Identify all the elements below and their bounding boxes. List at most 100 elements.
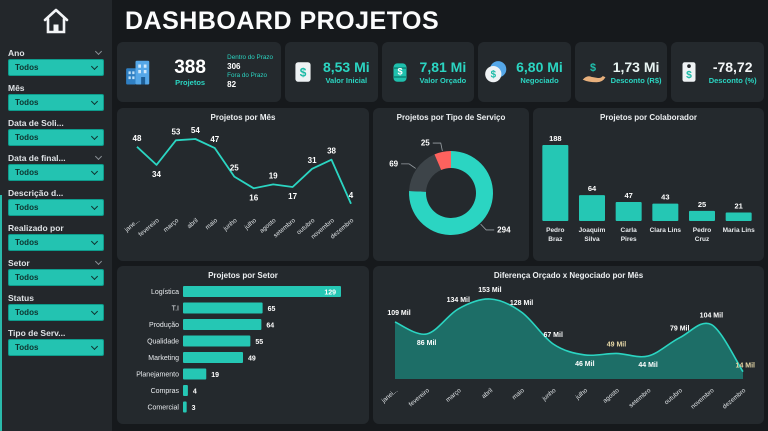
x-axis-label: Braz — [548, 236, 563, 243]
data-label: 134 Mil — [447, 297, 470, 304]
data-label: 54 — [191, 126, 200, 135]
filter-selected-value: Todos — [15, 203, 39, 212]
data-label: 188 — [549, 134, 562, 143]
buildings-icon — [123, 57, 153, 87]
kpi-card-projetos[interactable]: 388 Projetos Dentro do Prazo 306 Fora do… — [117, 42, 281, 102]
bar[interactable] — [183, 286, 341, 297]
chart-projetos-por-mes: Projetos por Mês 48 34 53 54 47 25 16 19 17 31 38 4… — [117, 108, 369, 261]
x-axis-label: junho — [221, 217, 238, 233]
area-series[interactable] — [395, 298, 743, 379]
data-label: 128 Mil — [510, 300, 533, 307]
filter-group: Ano Todos — [8, 46, 104, 76]
within-deadline-label: Dentro do Prazo — [227, 54, 273, 61]
filter-dropdown[interactable]: Todos — [8, 164, 104, 181]
x-axis-label: Carla — [621, 227, 638, 234]
bar[interactable] — [183, 385, 188, 396]
area-chart[interactable]: 109 Mil 86 Mil 134 Mil 153 Mil 128 Mil 67 Mil… — [377, 283, 757, 419]
filter-dropdown[interactable]: Todos — [8, 199, 104, 216]
bar[interactable] — [652, 203, 679, 221]
kpi-label: Desconto (%) — [708, 76, 757, 85]
data-label: 25 — [230, 164, 239, 173]
svg-text:$: $ — [397, 66, 402, 76]
filter-header: Ano — [8, 46, 104, 59]
bar[interactable] — [542, 145, 569, 221]
bar-chart[interactable]: Logística 129 T.I 65 Produção 64 Qualidade 55 Ma… — [121, 283, 365, 419]
bar[interactable] — [183, 335, 251, 347]
filter-dropdown[interactable]: Todos — [8, 59, 104, 76]
kpi-value: 8,53 Mi — [322, 59, 370, 75]
filter-dropdown[interactable]: Todos — [8, 339, 104, 356]
chevron-down-icon[interactable] — [94, 257, 103, 266]
bar[interactable] — [183, 352, 244, 363]
bar[interactable] — [725, 212, 752, 221]
data-label: 129 — [324, 290, 336, 297]
home-button[interactable] — [8, 0, 104, 46]
chart-title: Projetos por Setor — [208, 271, 278, 280]
x-axis-label: fevereiro — [408, 387, 432, 408]
bar[interactable] — [615, 202, 642, 221]
filter-dropdown[interactable]: Todos — [8, 304, 104, 321]
kpi-card[interactable]: $ 8,53 Mi Valor Inicial — [285, 42, 378, 102]
bar[interactable] — [689, 210, 715, 221]
chart-diferenca-orcado-negociado: Diferença Orçado x Negociado por Mês 109… — [373, 266, 764, 424]
bar[interactable] — [183, 368, 207, 380]
filter-label: Data de final... — [8, 152, 66, 163]
x-axis-label: agosto — [602, 387, 621, 405]
bar[interactable] — [183, 319, 262, 330]
filter-label: Mês — [8, 82, 25, 93]
data-label: 65 — [268, 306, 276, 313]
data-label: 48 — [133, 134, 142, 143]
leader-line — [480, 223, 495, 231]
kpi-card[interactable]: $ 1,73 Mi Desconto (R$) — [574, 42, 668, 102]
column-chart[interactable]: 188 Pedro Braz 64 Joaquim Silva 47 Carla Pires 43… — [537, 125, 757, 257]
data-label: 294 — [497, 225, 511, 234]
money-note-icon: $ — [290, 59, 316, 85]
bar[interactable] — [183, 302, 263, 314]
page-title: DASHBOARD PROJETOS — [125, 6, 440, 35]
filter-header: Realizado por — [8, 221, 104, 234]
chevron-down-icon[interactable] — [94, 47, 103, 56]
filter-group: Tipo de Serv... Todos — [8, 326, 104, 356]
filter-label: Setor — [8, 257, 30, 268]
filter-sidebar: Ano Todos Mês Todos Data de Soli... — [0, 0, 112, 431]
chevron-down-icon — [90, 342, 99, 351]
filter-dropdown[interactable]: Todos — [8, 234, 104, 251]
filter-dropdown[interactable]: Todos — [8, 269, 104, 286]
svg-text:$: $ — [687, 70, 693, 81]
data-label: 47 — [624, 191, 632, 200]
bar[interactable] — [183, 401, 187, 413]
filter-header: Tipo de Serv... — [8, 326, 104, 339]
data-label: 47 — [210, 135, 219, 144]
coin-icon: $ — [483, 59, 509, 85]
filter-group: Status Todos — [8, 291, 104, 321]
donut-slice[interactable] — [409, 154, 442, 192]
data-label: 46 Mil — [575, 361, 595, 368]
filter-header: Mês — [8, 81, 104, 94]
bar[interactable] — [579, 195, 605, 221]
chevron-down-icon — [90, 167, 99, 176]
filter-dropdown[interactable]: Todos — [8, 94, 104, 111]
chevron-down-icon[interactable] — [94, 152, 103, 161]
donut-slice[interactable] — [409, 151, 493, 235]
y-axis-label: Comercial — [147, 405, 179, 412]
chevron-down-icon — [90, 237, 99, 246]
donut-slice[interactable] — [434, 151, 451, 171]
kpi-card[interactable]: $ 6,80 Mi Negociado — [478, 42, 571, 102]
data-label: 4 — [193, 389, 197, 396]
kpi-card[interactable]: $ 7,81 Mi Valor Orçado — [381, 42, 475, 102]
data-label: 49 Mil — [607, 341, 627, 348]
leader-line — [432, 142, 443, 151]
charts-top-row: Projetos por Mês 48 34 53 54 47 25 16 19 17 31 38 4… — [117, 108, 764, 261]
kpi-card[interactable]: $ -78,72 Desconto (%) — [671, 42, 764, 102]
chart-title: Diferença Orçado x Negociado por Mês — [493, 271, 644, 280]
filter-group: Data de Soli... Todos — [8, 116, 104, 146]
x-axis-label: julho — [574, 387, 590, 402]
line-series[interactable] — [136, 138, 352, 205]
x-axis-label: Pires — [621, 236, 637, 243]
filter-header: Setor — [8, 256, 104, 269]
y-axis-label: Qualidade — [147, 339, 179, 346]
donut-chart[interactable]: 294 69 25 — [377, 125, 525, 257]
filter-label: Tipo de Serv... — [8, 327, 66, 338]
filter-dropdown[interactable]: Todos — [8, 129, 104, 146]
